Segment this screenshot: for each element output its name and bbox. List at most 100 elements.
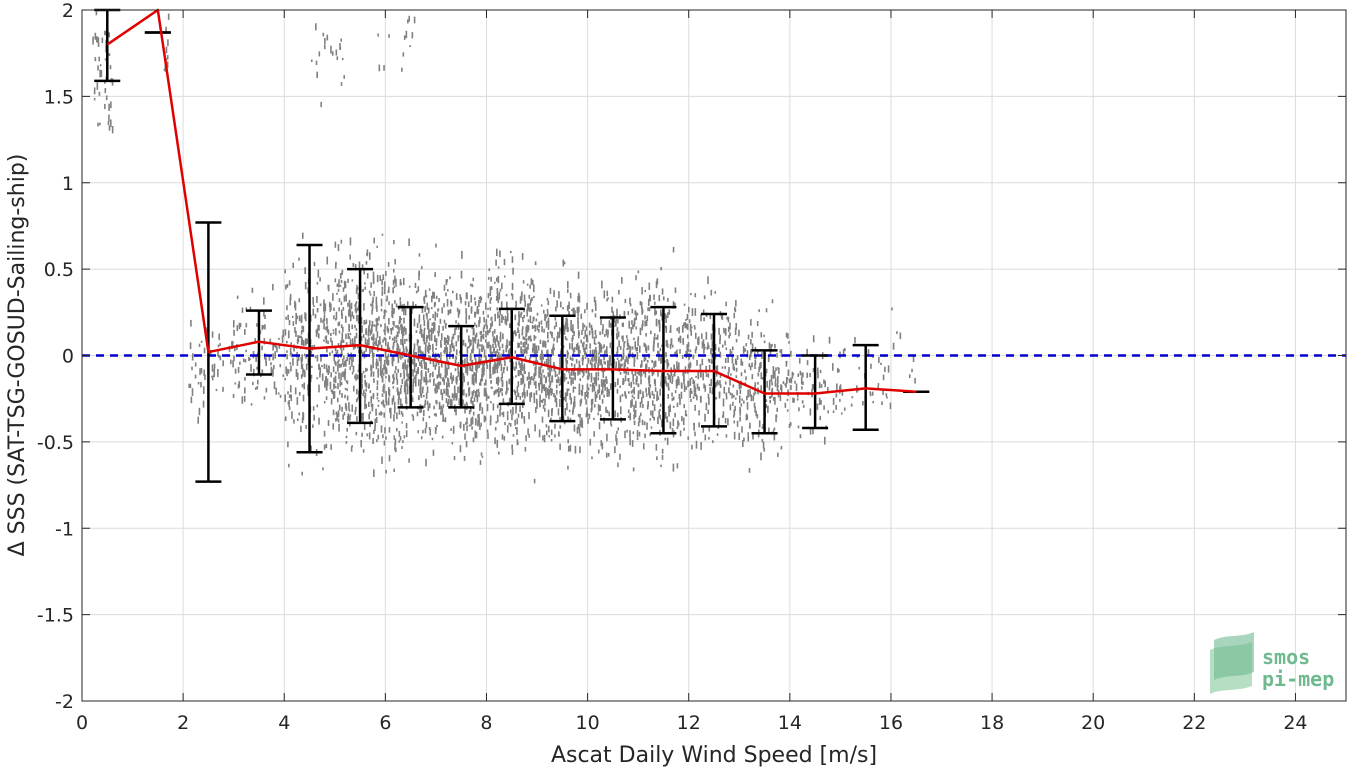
scatter-point [219, 343, 221, 346]
scatter-point [480, 355, 483, 359]
scatter-point [324, 303, 327, 312]
scatter-point [657, 350, 660, 356]
scatter-point [424, 361, 426, 366]
scatter-point [424, 347, 427, 356]
x-tick-label: 0 [76, 712, 88, 734]
scatter-point [600, 390, 603, 395]
scatter-point [573, 348, 576, 353]
scatter-point [400, 384, 403, 388]
scatter-point [812, 335, 815, 343]
scatter-point [496, 439, 499, 448]
scatter-point [704, 385, 707, 392]
scatter-point [786, 409, 789, 412]
scatter-point [566, 350, 569, 357]
scatter-point [507, 387, 509, 391]
scatter-point [586, 407, 588, 414]
scatter-point [217, 344, 220, 348]
scatter-point [298, 391, 301, 396]
scatter-point [470, 399, 472, 403]
scatter-point [321, 365, 323, 368]
scatter-point [531, 376, 533, 381]
scatter-point [559, 360, 562, 369]
scatter-point [674, 351, 676, 356]
scatter-point [836, 383, 838, 391]
scatter-point [648, 387, 650, 395]
scatter-point [369, 293, 372, 296]
scatter-point [378, 316, 380, 321]
scatter-point [395, 427, 398, 432]
scatter-point [584, 392, 586, 400]
scatter-point [547, 359, 550, 365]
scatter-point [418, 379, 420, 387]
scatter-point [304, 281, 307, 290]
scatter-point [768, 342, 771, 349]
scatter-point [445, 382, 448, 390]
scatter-point [496, 414, 499, 423]
scatter-point [333, 384, 336, 388]
scatter-point [569, 417, 572, 421]
scatter-point [466, 368, 469, 376]
scatter-point [333, 307, 335, 311]
scatter-point [549, 287, 552, 295]
scatter-point [760, 385, 762, 394]
scatter-point [392, 279, 395, 286]
scatter-point [339, 46, 342, 50]
scatter-point [294, 387, 297, 395]
scatter-point [709, 313, 712, 320]
scatter-point [523, 363, 526, 368]
scatter-point [344, 281, 347, 285]
scatter-point [100, 70, 103, 78]
scatter-point [490, 286, 493, 291]
scatter-point [334, 263, 337, 269]
scatter-point [393, 308, 395, 314]
scatter-point [383, 281, 386, 288]
scatter-point [381, 286, 384, 290]
scatter-point [379, 275, 382, 281]
scatter-point [392, 287, 394, 293]
scatter-point [626, 366, 629, 370]
scatter-point [577, 271, 580, 279]
scatter-point [471, 377, 474, 382]
scatter-point [581, 357, 584, 366]
error-bar [397, 305, 424, 409]
scatter-point [381, 393, 384, 397]
scatter-point [365, 319, 368, 324]
scatter-point [598, 394, 601, 400]
scatter-point [647, 307, 649, 312]
scatter-point [591, 357, 593, 361]
scatter-point [594, 358, 596, 362]
scatter-point [593, 336, 596, 345]
scatter-point [346, 395, 349, 401]
scatter-point [424, 289, 427, 297]
scatter-point [496, 360, 499, 367]
scatter-point [479, 344, 481, 347]
scatter-point [363, 395, 366, 399]
scatter-point [403, 435, 406, 439]
scatter-point [503, 359, 506, 363]
scatter-point [393, 401, 396, 410]
scatter-point [511, 256, 514, 263]
scatter-point [619, 371, 622, 375]
scatter-point [444, 347, 446, 355]
scatter-point [439, 381, 442, 386]
scatter-point [443, 319, 446, 324]
scatter-point [635, 312, 638, 321]
scatter-point [610, 363, 612, 366]
scatter-point [355, 398, 358, 403]
scatter-point [286, 368, 288, 377]
scatter-point [569, 393, 571, 400]
scatter-point [392, 268, 395, 273]
scatter-point [369, 411, 371, 414]
scatter-point [620, 359, 622, 362]
scatter-point [723, 386, 726, 394]
scatter-point [567, 439, 569, 444]
scatter-point [387, 327, 390, 334]
scatter-point [475, 324, 478, 328]
scatter-point [347, 415, 349, 423]
scatter-point [558, 331, 561, 339]
scatter-point [323, 430, 326, 437]
scatter-point [554, 423, 556, 429]
x-tick-label: 18 [980, 712, 1004, 734]
scatter-point [402, 52, 405, 57]
scatter-point [352, 262, 355, 267]
